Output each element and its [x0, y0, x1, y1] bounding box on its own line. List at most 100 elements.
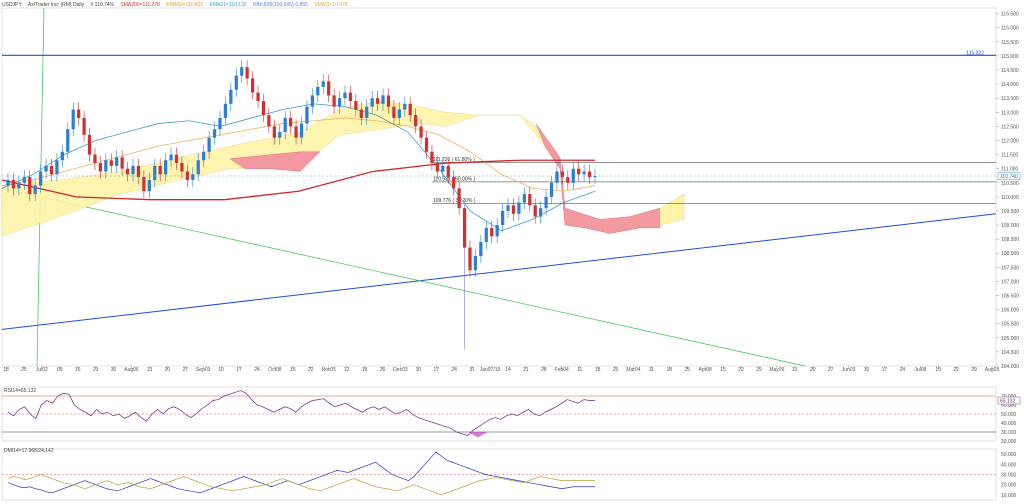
- ichimoku-cloud-bear-2: [535, 123, 661, 234]
- price-y-tick-label: 115.000: [1001, 54, 1019, 60]
- x-tick-label: 16: [75, 367, 81, 373]
- x-tick-label: 14: [505, 367, 511, 373]
- candle: [17, 182, 21, 189]
- candle: [392, 106, 396, 118]
- candle: [147, 179, 151, 192]
- candle: [49, 165, 54, 175]
- x-tick-label: 25: [684, 367, 690, 373]
- x-tick-label: 18: [667, 367, 673, 373]
- candle: [587, 171, 592, 178]
- candle: [212, 129, 217, 138]
- candle: [354, 101, 358, 110]
- price-y-tick-label: 107.000: [1001, 279, 1019, 285]
- candle: [359, 109, 363, 118]
- dmi-pane[interactable]: 50.000 40.000 30.000 20.000 10.000 DMI14=17.9…: [1, 448, 1017, 501]
- price-y-tick-label: 109.500: [1001, 209, 1019, 215]
- price-y-tick-label: 108.000: [1001, 251, 1019, 257]
- rsi-value-box: [997, 396, 1021, 405]
- candle: [430, 151, 434, 164]
- candle: [375, 98, 380, 104]
- candle: [44, 165, 48, 172]
- x-tick-label: 19: [362, 367, 368, 373]
- candle: [87, 134, 92, 155]
- x-tick-label: 17: [236, 367, 242, 373]
- candle: [403, 103, 407, 110]
- price-y-tick-label: 112.000: [1001, 138, 1019, 144]
- price-y-tick-label: 111.500: [1001, 153, 1019, 159]
- candle: [555, 171, 559, 183]
- rsi-y-tick-label: 20.000: [1001, 439, 1017, 445]
- indicator-sma20: SMA20-10.578: [314, 2, 348, 8]
- rsi-line: [7, 390, 595, 436]
- candle: [196, 160, 200, 175]
- dmi-y-tick-label: 30.000: [1001, 473, 1017, 479]
- candle: [321, 81, 325, 87]
- rsi-label: RSI14=65.132: [4, 388, 36, 394]
- price-y-tick-label: 106.500: [1001, 294, 1019, 300]
- candle: [185, 171, 189, 180]
- x-tick-label: 25: [613, 367, 619, 373]
- x-tick-label: 28: [541, 367, 547, 373]
- x-tick-label: Dec03: [393, 367, 408, 373]
- price-y-tick-label: 113.000: [1001, 110, 1019, 116]
- x-tick-label: 15: [935, 367, 941, 373]
- candle: [446, 165, 450, 178]
- candle: [506, 205, 510, 211]
- resistance-line-marker: [986, 51, 995, 57]
- candle: [142, 177, 146, 192]
- candle: [343, 92, 347, 99]
- candle: [577, 168, 581, 175]
- candle: [365, 106, 369, 118]
- x-tick-label: 27: [182, 367, 188, 373]
- candle: [462, 208, 467, 248]
- candle: [98, 163, 103, 172]
- candle: [93, 154, 97, 164]
- candle: [533, 205, 537, 217]
- x-tick-label: May06: [769, 367, 784, 373]
- candle: [414, 115, 418, 127]
- current-price-box: [997, 172, 1021, 180]
- candle: [256, 92, 260, 102]
- price-y-tick-label: 114.500: [1001, 68, 1019, 74]
- candle: [272, 126, 276, 138]
- candle: [348, 92, 353, 102]
- x-tick-label: Sep03: [196, 367, 211, 373]
- x-tick-label: Jul02: [36, 367, 48, 373]
- candle: [332, 95, 336, 107]
- rsi-y-tick-label: 40.000: [1001, 421, 1017, 427]
- candle: [544, 196, 548, 209]
- x-tick-label: 25: [21, 367, 27, 373]
- candle: [424, 137, 429, 152]
- candle: [267, 115, 271, 127]
- price-y-tick-label: 116.500: [1001, 12, 1019, 18]
- candle: [169, 154, 173, 161]
- price-y-tick-label: 105.000: [1001, 336, 1019, 342]
- candle: [174, 154, 179, 164]
- candle: [528, 194, 532, 206]
- candle: [500, 210, 505, 226]
- fib-level-label: 109.776 ( 38.20% ): [433, 198, 476, 204]
- x-tick-label: 22: [738, 367, 744, 373]
- candle: [11, 179, 16, 189]
- price-pane[interactable]: 116.500 116.000 115.500 115.000 114.500 114.0…: [1, 7, 1021, 370]
- price-y-tick-label: 106.000: [1001, 308, 1019, 314]
- candle: [452, 177, 456, 189]
- candle: [38, 171, 43, 186]
- rsi-pane[interactable]: 70.00060.00050.00040.00030.00020.000RSI1…: [1, 386, 1021, 445]
- candle: [104, 160, 108, 172]
- candle: [511, 205, 516, 214]
- candle: [441, 165, 445, 172]
- candle: [289, 117, 293, 127]
- candle: [250, 78, 255, 93]
- x-tick-label: 11: [649, 367, 654, 373]
- dmi-y-tick-label: 10.000: [1001, 493, 1017, 499]
- candle: [218, 117, 222, 130]
- candle: [202, 151, 206, 161]
- candle: [60, 151, 64, 161]
- indicator-kb: KB0.826(100.005)-0.855: [253, 2, 308, 8]
- price-y-tick-label: 104.500: [1001, 350, 1019, 356]
- candle: [294, 126, 298, 138]
- candle: [82, 117, 86, 135]
- candle: [71, 109, 75, 130]
